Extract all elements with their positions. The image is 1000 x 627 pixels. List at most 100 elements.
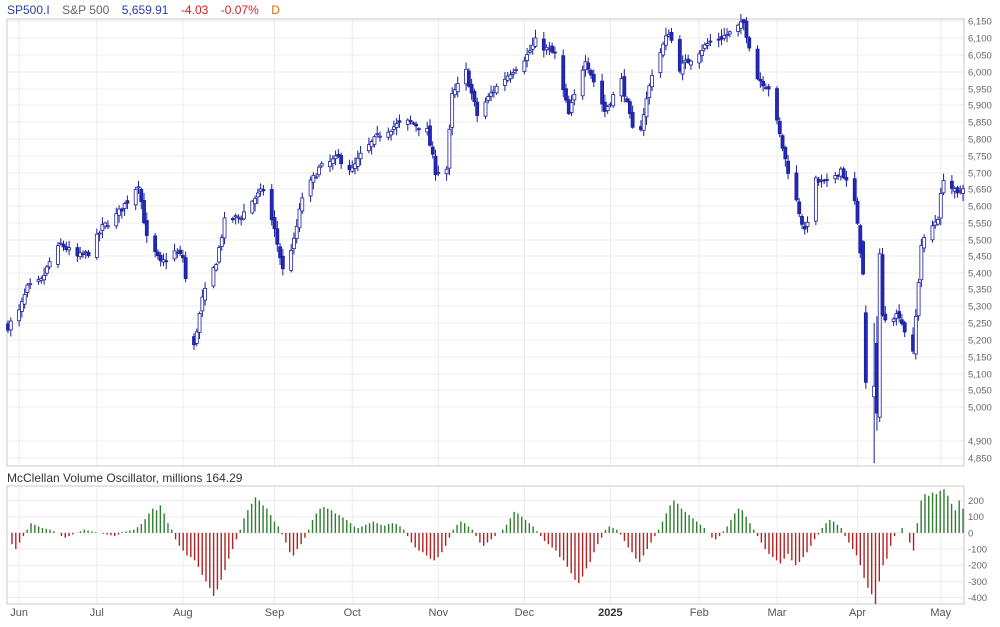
candle-down [589, 70, 593, 76]
price-y-tick-label: 5,750 [968, 152, 992, 163]
candle-up [58, 242, 63, 245]
candle-down [586, 62, 591, 70]
price-y-axis: 4,850 4,900 5,000 5,050 5,100 5,150 5,200 5,250… [968, 17, 992, 465]
candle-down [758, 78, 763, 82]
svg-text:SP500.I S&P 500 5,: SP500.I S&P 500 5,659.91 -4.03 -0.07% D [7, 1, 280, 18]
price-y-tick-label: 4,900 [968, 437, 992, 448]
candle-down [561, 55, 566, 91]
candle-up [311, 175, 316, 183]
candle-down [625, 98, 629, 102]
candle-down [433, 155, 438, 176]
candle-down [466, 70, 471, 87]
candle-up [508, 74, 513, 80]
candle-down [261, 189, 266, 192]
candle-down [669, 31, 674, 41]
price-change-percent: -0.07% [221, 3, 259, 17]
candle-up [203, 287, 208, 301]
candle-up [394, 123, 399, 128]
candle-up [136, 186, 141, 189]
candle-down [564, 88, 568, 101]
candle-up [103, 222, 108, 227]
candle-up [833, 175, 838, 180]
candle-up [725, 34, 729, 37]
candle-up [647, 85, 652, 98]
candle-up [916, 282, 921, 317]
candle-up [17, 309, 22, 322]
candle-up [877, 253, 882, 418]
indicator-y-tick-label: -100 [968, 545, 987, 556]
candle-down [397, 120, 402, 123]
candle-down [180, 255, 185, 259]
candle-up [25, 284, 30, 293]
candle-up [813, 177, 818, 222]
price-y-tick-label: 6,000 [968, 68, 992, 79]
candle-up [200, 296, 205, 312]
candle-down [786, 160, 791, 174]
price-y-tick-label: 5,250 [968, 319, 992, 330]
candle-up [214, 264, 219, 271]
indicator-y-tick-label: 100 [968, 512, 984, 523]
candle-up [333, 155, 338, 160]
candle-down [550, 45, 555, 53]
candle-up [297, 208, 302, 229]
x-tick-label: Oct [344, 607, 361, 619]
candle-up [605, 106, 610, 112]
candle-up [289, 249, 294, 271]
price-y-tick-label: 5,350 [968, 285, 992, 296]
x-tick-label: May [930, 607, 951, 619]
symbol-label: SP500.I [7, 3, 50, 17]
candle-down [708, 40, 713, 43]
candle-down [269, 189, 274, 221]
candle-up [375, 133, 380, 136]
candle-down [883, 313, 888, 321]
candle-up [391, 126, 396, 130]
candle-up [658, 52, 663, 73]
candle-up [378, 135, 382, 138]
candle-up [919, 244, 924, 281]
candle-up [444, 168, 449, 175]
candle-down [630, 111, 635, 128]
candle-up [8, 320, 13, 331]
candle-up [317, 166, 321, 176]
price-y-tick-label: 5,100 [968, 370, 992, 381]
candle-down [275, 228, 280, 245]
candle-up [436, 172, 441, 174]
candle-up [511, 72, 516, 75]
candle-up [67, 247, 71, 251]
candle-up [913, 316, 918, 355]
candle-up [739, 21, 743, 29]
candle-up [483, 101, 488, 117]
price-y-tick-label: 5,950 [968, 85, 992, 96]
candle-up [938, 193, 943, 219]
last-price: 5,659.91 [122, 3, 169, 17]
price-panel-frame [6, 18, 965, 467]
candle-up [936, 219, 940, 225]
candle-up [44, 266, 49, 274]
price-y-tick-label: 5,300 [968, 302, 992, 313]
candle-down [955, 187, 960, 194]
candle-down [81, 253, 85, 256]
candle-down [716, 38, 721, 41]
candle-up [236, 216, 241, 219]
candle-down [841, 168, 846, 179]
candle-down [347, 164, 352, 171]
candle-down [156, 251, 160, 257]
candle-up [514, 69, 518, 72]
candle-up [705, 43, 710, 46]
candle-up [308, 179, 313, 197]
indicator-y-tick-label: -200 [968, 561, 987, 572]
candle-up [922, 237, 927, 249]
candle-down [783, 146, 788, 160]
candle-up [805, 221, 810, 227]
candle-down [766, 86, 771, 90]
candle-up [94, 233, 99, 258]
price-y-tick-label: 5,650 [968, 185, 992, 196]
candle-up [211, 267, 216, 287]
candle-down [278, 246, 282, 259]
candle-up [358, 152, 363, 160]
candle-down [272, 217, 277, 230]
candle-down [428, 125, 432, 146]
candle-up [194, 331, 199, 344]
candle-up [367, 144, 371, 152]
